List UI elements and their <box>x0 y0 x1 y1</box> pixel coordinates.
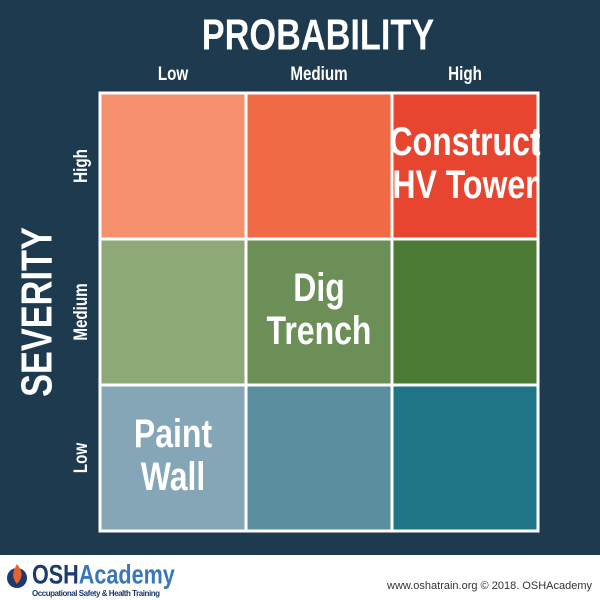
cell-label: Wall <box>141 454 206 499</box>
cell-label-group: HV Tower <box>392 162 537 207</box>
row-label: Medium <box>69 283 91 340</box>
row-label: Low <box>69 442 91 473</box>
cell-label: Paint <box>134 411 212 456</box>
title-group: PROBABILITY <box>202 11 435 60</box>
row-label-group: Low <box>69 442 91 473</box>
cell-label: HV Tower <box>392 162 537 207</box>
column-label-group: Low <box>158 62 189 84</box>
row-label-group: Medium <box>69 283 91 340</box>
cell <box>390 383 540 533</box>
cell <box>98 91 248 241</box>
logo-part: OSH <box>32 561 79 591</box>
y-title-group: SEVERITY <box>13 227 62 397</box>
logo-part: Academy <box>79 561 175 591</box>
column-label: High <box>448 62 482 84</box>
column-label-group: High <box>448 62 482 84</box>
column-label: Medium <box>290 62 347 84</box>
cell-label-group: Paint <box>134 411 212 456</box>
logo: OSHAcademy <box>32 561 175 591</box>
cell-label-group: Wall <box>141 454 206 499</box>
cell <box>244 237 394 387</box>
row-label: High <box>69 149 91 183</box>
tagline: Occupational Safety & Health Training <box>32 589 160 598</box>
cell-label: Trench <box>267 308 372 353</box>
logo-icon <box>7 564 27 588</box>
column-label-group: Medium <box>290 62 347 84</box>
cell <box>244 91 394 241</box>
cell-label-group: Dig <box>293 265 345 310</box>
y-title: SEVERITY <box>13 227 62 397</box>
cell-label: Construct <box>389 119 540 164</box>
cell <box>98 237 248 387</box>
cell-label: Dig <box>293 265 345 310</box>
column-label: Low <box>158 62 189 84</box>
credit: www.oshatrain.org © 2018. OSHAcademy <box>386 580 592 592</box>
cell <box>244 383 394 533</box>
cell <box>390 237 540 387</box>
footer-band <box>0 555 600 600</box>
title: PROBABILITY <box>202 11 435 60</box>
row-label-group: High <box>69 149 91 183</box>
cell-label-group: Trench <box>267 308 372 353</box>
cell-label-group: Construct <box>389 119 540 164</box>
